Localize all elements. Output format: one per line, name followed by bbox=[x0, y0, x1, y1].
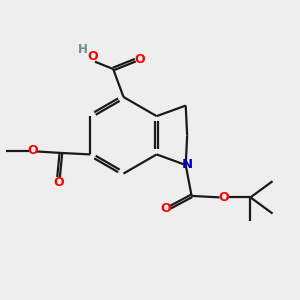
Text: H: H bbox=[78, 43, 88, 56]
Text: O: O bbox=[160, 202, 171, 215]
Text: O: O bbox=[53, 176, 64, 189]
Text: O: O bbox=[218, 191, 229, 204]
Text: O: O bbox=[87, 50, 98, 64]
Text: O: O bbox=[27, 144, 38, 158]
Text: O: O bbox=[134, 52, 145, 65]
Text: N: N bbox=[182, 158, 193, 172]
